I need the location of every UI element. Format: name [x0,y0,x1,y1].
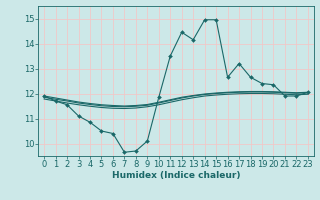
X-axis label: Humidex (Indice chaleur): Humidex (Indice chaleur) [112,171,240,180]
